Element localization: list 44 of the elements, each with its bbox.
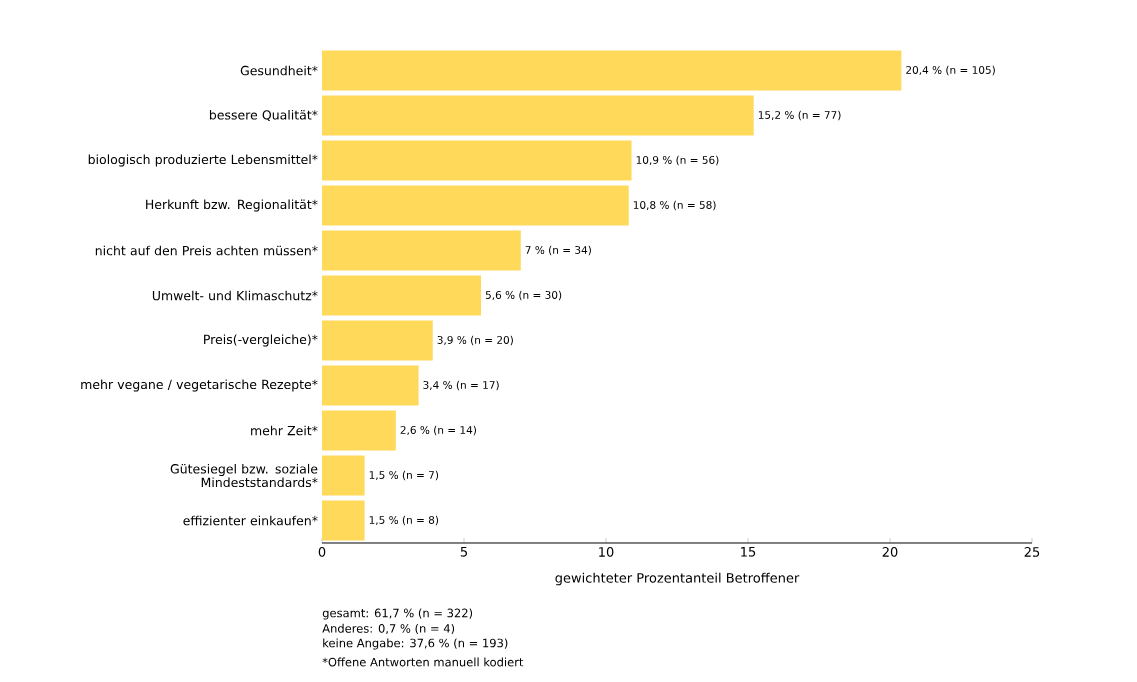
data-label: 10,9 % (n = 56) xyxy=(636,155,719,166)
bar xyxy=(322,500,365,541)
data-label: 10,8 % (n = 58) xyxy=(633,200,716,211)
y-tick-label: mehr vegane / vegetarische Rezepte* xyxy=(81,379,318,392)
data-label: 20,4 % (n = 105) xyxy=(906,65,995,76)
data-label: 2,6 % (n = 14) xyxy=(400,425,476,436)
bar xyxy=(322,275,482,316)
x-tick-label: 5 xyxy=(460,547,468,557)
x-tick-label: 25 xyxy=(1024,547,1040,557)
x-axis-title: gewichteter Prozentanteil Betroffener xyxy=(555,572,800,586)
y-tick-label: Preis(-vergleiche)* xyxy=(204,334,318,347)
y-tick-label: effizienter einkaufen* xyxy=(183,515,318,526)
bar xyxy=(322,140,632,181)
y-tick-label: Umwelt- und Klimaschutz* xyxy=(152,290,318,301)
x-tick-label: 20 xyxy=(882,547,898,557)
x-tick-label: 15 xyxy=(741,547,756,557)
x-tick-label: 0 xyxy=(318,547,326,557)
data-label: 15,2 % (n = 77) xyxy=(758,110,841,121)
bar xyxy=(322,50,902,91)
data-label: 3,4 % (n = 17) xyxy=(423,380,499,391)
bar xyxy=(322,320,433,361)
y-tick-label: Herkunft bzw. Regionalität* xyxy=(146,199,318,212)
y-tick-label: Gesundheit* xyxy=(240,65,318,76)
text: keine Angabe: 37,6 % (n = 193) xyxy=(323,638,508,650)
bar xyxy=(322,455,365,496)
y-tick-label: biologisch produzierte Lebensmittel* xyxy=(88,154,318,167)
data-label: 5,6 % (n = 30) xyxy=(485,290,562,301)
bar xyxy=(322,95,754,136)
x-tick-label: 10 xyxy=(599,547,614,557)
bar xyxy=(322,230,521,271)
bar xyxy=(322,410,396,451)
y-tick-label: Gütesiegel bzw. soziale Mindeststandards* xyxy=(170,463,318,488)
data-label: 1,5 % (n = 8) xyxy=(369,515,439,526)
bar xyxy=(322,365,419,406)
data-label: 3,9 % (n = 20) xyxy=(437,335,513,346)
text: gesamt: 61,7 % (n = 322) xyxy=(322,608,473,620)
text: Anderes: 0,7 % (n = 4) xyxy=(322,623,455,635)
y-tick-label: nicht auf den Preis achten müssen* xyxy=(95,245,318,256)
y-tick-label: bessere Qualität* xyxy=(209,109,318,122)
text: *Offene Antworten manuell kodiert xyxy=(322,657,524,667)
bar xyxy=(322,185,629,226)
data-label: 7 % (n = 34) xyxy=(525,245,591,256)
y-tick-label: mehr Zeit* xyxy=(251,425,318,436)
data-label: 1,5 % (n = 7) xyxy=(369,470,439,481)
